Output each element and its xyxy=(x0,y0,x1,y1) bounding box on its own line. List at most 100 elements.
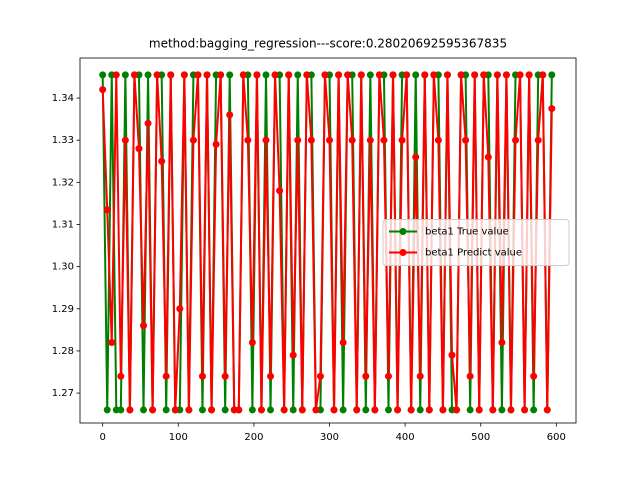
point xyxy=(493,71,501,79)
point xyxy=(99,86,107,94)
point xyxy=(462,136,470,144)
point xyxy=(212,140,220,148)
point xyxy=(453,406,461,414)
legend-label: beta1 Predict value xyxy=(425,248,522,259)
y-tick-label: 1.30 xyxy=(52,262,74,273)
point xyxy=(280,406,288,414)
point xyxy=(149,406,157,414)
point xyxy=(162,372,170,380)
point xyxy=(339,338,347,346)
point xyxy=(294,136,302,144)
point xyxy=(539,71,547,79)
point xyxy=(294,71,302,79)
x-tick-label: 600 xyxy=(547,432,566,443)
y-tick-label: 1.28 xyxy=(52,346,74,357)
point xyxy=(366,71,374,79)
point xyxy=(466,406,474,414)
point xyxy=(530,406,538,414)
point xyxy=(403,71,411,79)
y-tick-label: 1.31 xyxy=(52,219,74,230)
point xyxy=(484,153,492,161)
point xyxy=(412,153,420,161)
point xyxy=(384,406,392,414)
point xyxy=(103,406,111,414)
point xyxy=(126,406,134,414)
point xyxy=(108,338,116,346)
point xyxy=(289,406,297,414)
point xyxy=(457,71,465,79)
x-tick-label: 200 xyxy=(244,432,263,443)
point xyxy=(176,305,184,313)
legend-marker xyxy=(399,249,407,256)
point xyxy=(366,136,374,144)
point xyxy=(194,71,202,79)
point xyxy=(140,322,148,330)
point xyxy=(303,71,311,79)
point xyxy=(380,136,388,144)
point xyxy=(543,406,551,414)
point xyxy=(416,372,424,380)
point xyxy=(171,406,179,414)
point xyxy=(375,71,383,79)
point xyxy=(162,406,170,414)
point xyxy=(489,406,497,414)
x-tick-label: 500 xyxy=(471,432,490,443)
point xyxy=(448,351,456,359)
point xyxy=(217,71,225,79)
point xyxy=(130,71,138,79)
point xyxy=(121,136,129,144)
point xyxy=(471,71,479,79)
point xyxy=(434,136,442,144)
point xyxy=(239,71,247,79)
x-tick-label: 0 xyxy=(99,432,105,443)
y-tick-label: 1.34 xyxy=(52,93,74,104)
point xyxy=(307,136,315,144)
point xyxy=(103,206,111,214)
point xyxy=(312,406,320,414)
point xyxy=(534,136,542,144)
point xyxy=(244,136,252,144)
x-tick-label: 300 xyxy=(320,432,339,443)
point xyxy=(498,406,506,414)
point xyxy=(330,406,338,414)
point xyxy=(271,71,279,79)
point xyxy=(407,406,415,414)
y-tick-label: 1.27 xyxy=(52,388,74,399)
point xyxy=(548,105,556,113)
point xyxy=(289,351,297,359)
point xyxy=(389,71,397,79)
point xyxy=(185,406,193,414)
legend-marker xyxy=(399,228,407,235)
point xyxy=(262,136,270,144)
point xyxy=(353,406,361,414)
point xyxy=(362,372,370,380)
point xyxy=(198,406,206,414)
point xyxy=(144,71,152,79)
point xyxy=(276,187,284,195)
point xyxy=(430,71,438,79)
point xyxy=(507,406,515,414)
point xyxy=(153,71,161,79)
point xyxy=(357,71,365,79)
point xyxy=(416,406,424,414)
point xyxy=(512,136,520,144)
point xyxy=(262,71,270,79)
point xyxy=(117,406,125,414)
point xyxy=(158,157,166,165)
y-tick-label: 1.33 xyxy=(52,135,74,146)
point xyxy=(498,338,506,346)
point xyxy=(398,136,406,144)
point xyxy=(384,372,392,380)
point xyxy=(425,406,433,414)
point xyxy=(480,71,488,79)
point xyxy=(316,372,324,380)
point xyxy=(226,111,234,119)
point xyxy=(189,136,197,144)
point xyxy=(248,406,256,414)
point xyxy=(326,136,334,144)
point xyxy=(394,406,402,414)
legend-box xyxy=(382,219,570,266)
point xyxy=(321,71,329,79)
point xyxy=(144,119,152,127)
